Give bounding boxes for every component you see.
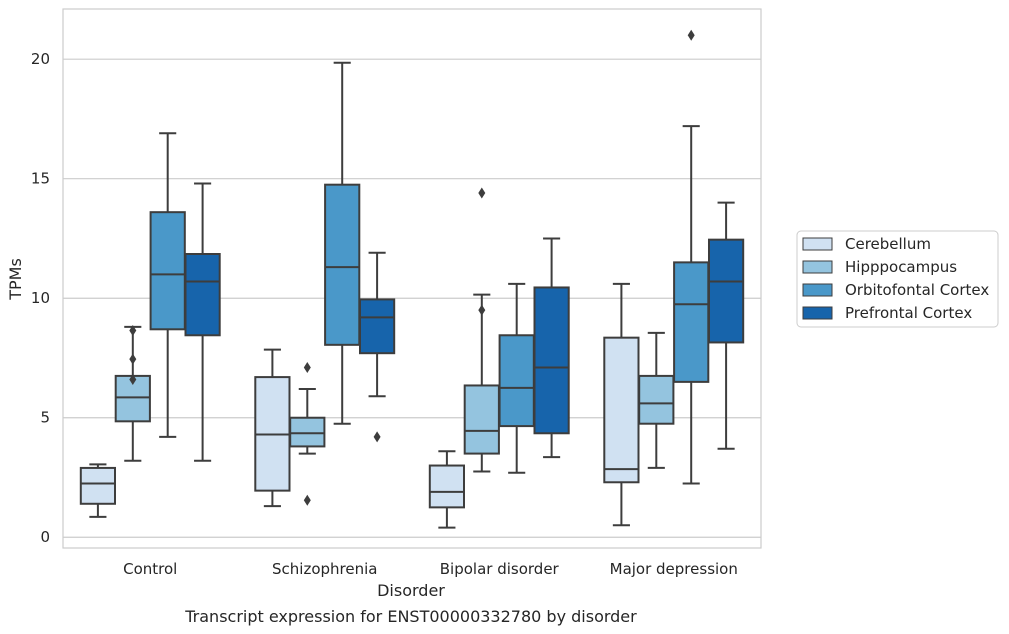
box-body (428, 464, 466, 509)
x-tick-label: Schizophrenia (272, 560, 377, 578)
box-body (289, 416, 326, 448)
legend-swatch (802, 283, 833, 297)
outlier-point (303, 362, 311, 374)
box (358, 251, 396, 443)
y-tick-labels: 0 5 10 15 20 (31, 50, 50, 546)
x-tick-labels: Control Schizophrenia Bipolar disorder Majo… (123, 560, 738, 578)
box (428, 450, 466, 529)
box-body (324, 183, 361, 346)
y-tick-label: 5 (40, 409, 50, 427)
box (184, 182, 221, 462)
outlier-point (478, 187, 486, 199)
outlier-point (129, 353, 137, 365)
box-body (707, 238, 745, 344)
outlier-point (373, 431, 381, 443)
outlier-point (478, 304, 486, 316)
legend-swatch (802, 306, 833, 320)
x-tick-label: Bipolar disorder (440, 560, 560, 578)
legend-swatch (802, 260, 833, 274)
box (289, 362, 326, 506)
x-tick-label: Control (123, 560, 177, 578)
series-hipppocampus (114, 187, 675, 506)
y-tick-label: 0 (40, 528, 50, 546)
legend-label: Hipppocampus (845, 258, 957, 276)
legend-item: Prefrontal Cortex (802, 304, 972, 322)
box (254, 348, 291, 508)
box-body (79, 466, 117, 505)
box-body (638, 374, 675, 425)
box (498, 282, 535, 474)
plot-frame (62, 8, 762, 549)
box (324, 61, 361, 425)
box (79, 463, 117, 518)
outlier-point (129, 373, 137, 385)
series-orbitofontal-cortex (149, 29, 710, 485)
x-tick-label: Major depression (610, 560, 738, 578)
legend-item: Orbitofontal Cortex (802, 281, 989, 299)
box-body (149, 211, 186, 331)
box-body (463, 384, 500, 455)
box (533, 237, 570, 459)
legend-swatch (802, 237, 833, 251)
legend-frame (796, 230, 999, 328)
box-body (533, 286, 570, 435)
legend-label: Cerebellum (845, 235, 931, 253)
legend-label: Orbitofontal Cortex (845, 281, 989, 299)
box (707, 201, 745, 450)
legend-label: Prefrontal Cortex (845, 304, 972, 322)
series-cerebellum (79, 282, 640, 529)
y-tick-label: 20 (31, 50, 50, 68)
y-tick-label: 15 (31, 170, 50, 188)
y-axis-label: TPMs (6, 258, 25, 301)
legend-item: Cerebellum (802, 235, 931, 253)
outlier-point (687, 29, 695, 41)
box (149, 132, 186, 438)
box (114, 324, 151, 462)
box-body (673, 261, 710, 383)
box (603, 282, 640, 527)
outlier-point (129, 324, 137, 336)
box-body (603, 336, 640, 484)
box (638, 331, 675, 469)
box (673, 29, 710, 485)
chart-caption: Transcript expression for ENST0000033278… (184, 607, 637, 626)
box-body (184, 253, 221, 337)
legend-item: Hipppocampus (802, 258, 957, 276)
box (463, 187, 500, 473)
box-body (498, 334, 535, 428)
series-prefrontal-cortex (184, 182, 745, 462)
x-axis-label: Disorder (377, 581, 445, 600)
legend: Cerebellum Hipppocampus Orbitofontal Corte… (796, 230, 999, 328)
box-body (358, 298, 396, 355)
outlier-point (303, 494, 311, 506)
y-tick-label: 10 (31, 289, 50, 307)
box-plot-series (79, 29, 745, 529)
